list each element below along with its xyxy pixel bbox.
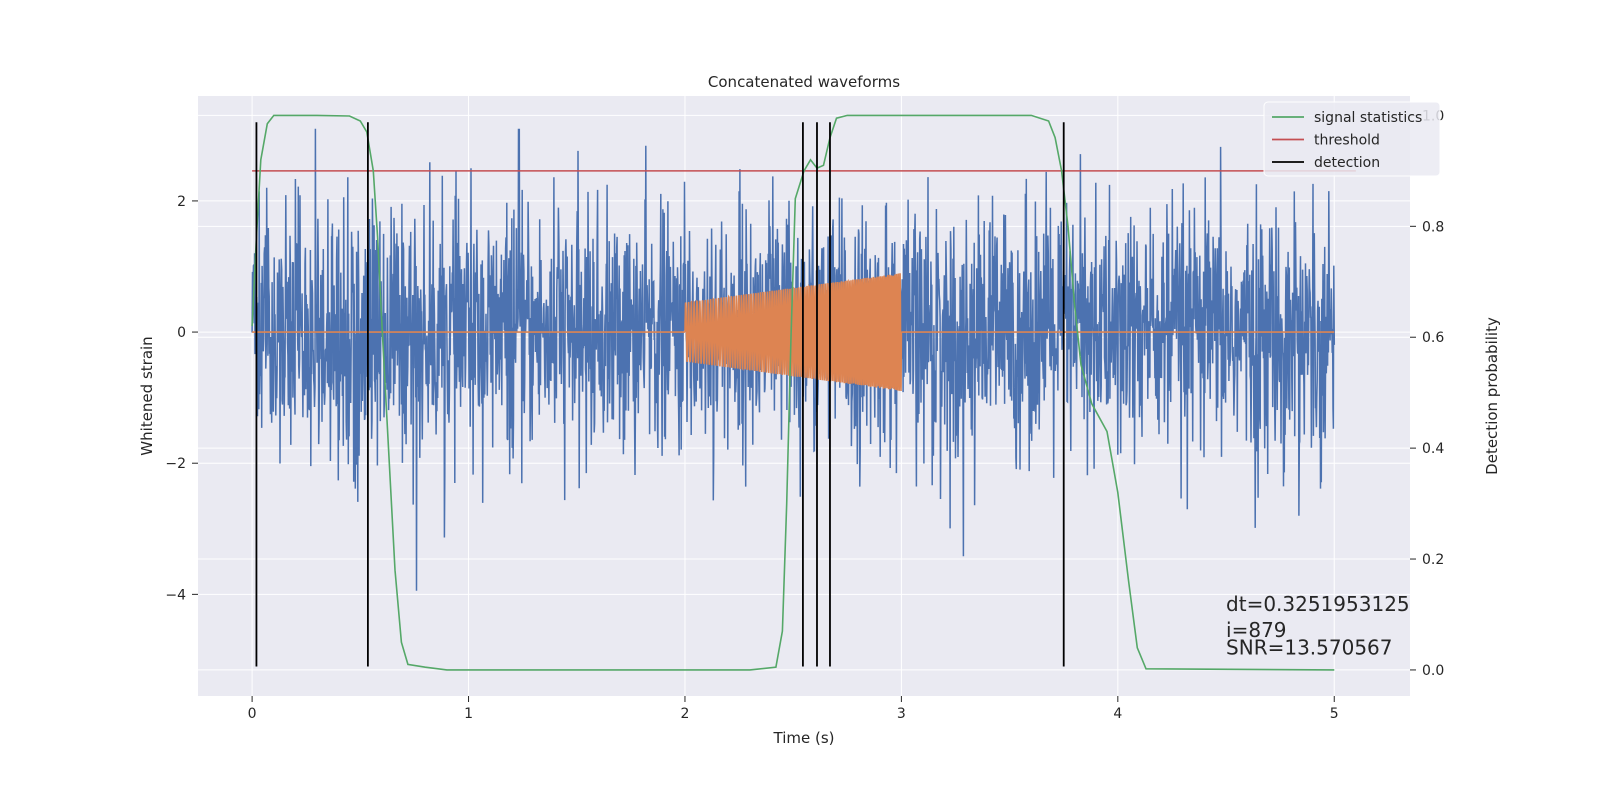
y2-tick-label: 0.2: [1422, 552, 1444, 568]
legend-label: threshold: [1314, 133, 1380, 149]
y2-tick-label: 0.4: [1422, 441, 1444, 457]
y2-tick-label: 0.6: [1422, 330, 1444, 346]
y-axis-label: Whitened strain: [138, 336, 156, 455]
legend-label: signal statistics: [1314, 110, 1422, 126]
x-tick-label: 0: [248, 706, 257, 722]
x-axis-label: Time (s): [773, 729, 835, 747]
annotation-text: i=879: [1226, 618, 1287, 642]
legend-label: detection: [1314, 155, 1380, 171]
y2-tick-label: 0.0: [1422, 663, 1444, 679]
legend: signal statistics threshold detection: [1263, 101, 1441, 177]
signal-statistics-line: [251, 114, 1335, 671]
y-tick-label: 0: [177, 325, 186, 341]
annotation-text: SNR=13.570567: [1226, 636, 1392, 660]
y2-axis-label: Detection probability: [1483, 317, 1501, 475]
x-tick-label: 4: [1113, 706, 1122, 722]
x-tick-label: 3: [897, 706, 906, 722]
legend-box: [1263, 101, 1441, 177]
y-tick-label: −4: [165, 587, 186, 603]
annotation-text: dt=0.3251953125: [1226, 592, 1410, 616]
data-series: [251, 114, 1356, 671]
x-tick-label: 1: [464, 706, 473, 722]
y2-tick-label: 0.8: [1422, 219, 1444, 235]
x-tick-label: 2: [681, 706, 690, 722]
y-tick-label: 2: [177, 194, 186, 210]
chart-title: Concatenated waveforms: [708, 73, 900, 91]
y-tick-label: −2: [165, 456, 186, 472]
x-tick-label: 5: [1330, 706, 1339, 722]
template-chirp: [684, 273, 903, 392]
